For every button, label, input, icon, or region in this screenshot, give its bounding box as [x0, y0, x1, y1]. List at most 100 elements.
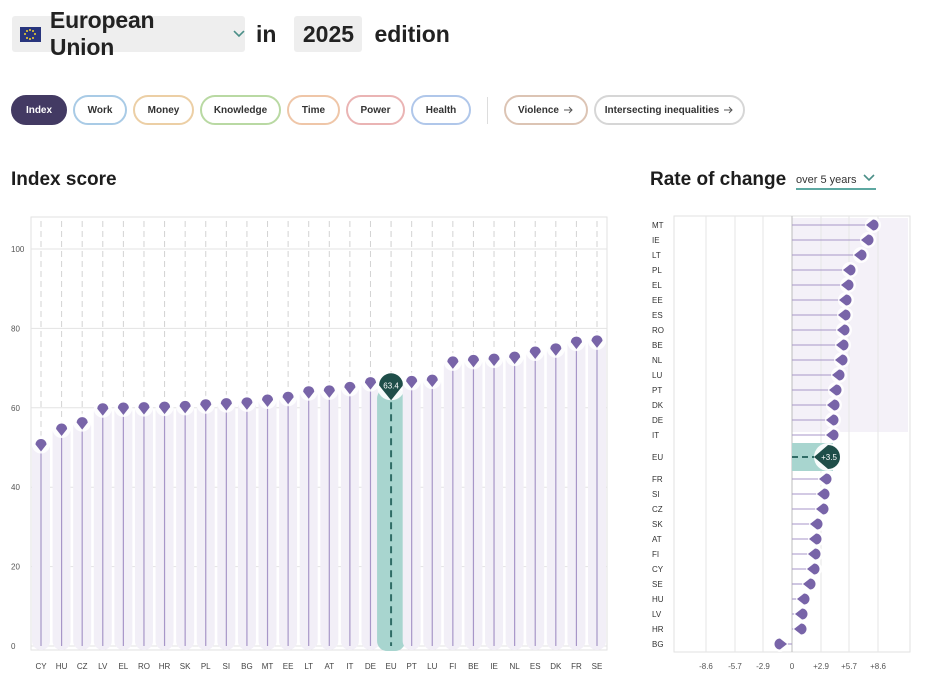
- y-tick-label: DK: [652, 401, 664, 410]
- tab-index[interactable]: Index: [11, 95, 67, 125]
- x-tick-label: DE: [365, 662, 376, 671]
- y-tick-label: DE: [652, 416, 663, 425]
- tab-violence[interactable]: Violence: [504, 95, 588, 125]
- data-point: [841, 279, 854, 291]
- data-point: [809, 533, 822, 545]
- x-tick-label: DK: [550, 662, 562, 671]
- x-tick-label: EL: [118, 662, 128, 671]
- tab-label: Violence: [518, 104, 559, 116]
- index-score-title: Index score: [11, 169, 117, 190]
- data-point: [829, 384, 842, 396]
- y-tick-label: 20: [11, 563, 20, 572]
- y-tick-label: EL: [652, 281, 662, 290]
- data-point: [76, 417, 88, 430]
- y-tick-label: 60: [11, 404, 20, 413]
- data-point: [866, 219, 879, 231]
- x-tick-label: CY: [35, 662, 47, 671]
- data-point: [591, 335, 603, 348]
- x-tick-label: AT: [324, 662, 334, 671]
- data-point: [138, 402, 150, 415]
- y-tick-label: 40: [11, 483, 20, 492]
- tab-health[interactable]: Health: [411, 95, 471, 125]
- data-point: [774, 638, 787, 650]
- tab-label: Work: [87, 104, 113, 116]
- data-point: [837, 324, 850, 336]
- x-tick-label: BE: [468, 662, 479, 671]
- y-tick-label: SE: [652, 580, 663, 589]
- y-tick-label: BG: [652, 640, 664, 649]
- data-point: [803, 578, 816, 590]
- country-select[interactable]: European Union: [12, 7, 245, 60]
- x-tick-label: FR: [571, 662, 582, 671]
- tab-label: Index: [25, 104, 53, 116]
- tab-label: Health: [425, 104, 457, 116]
- tab-knowledge[interactable]: Knowledge: [200, 95, 281, 125]
- y-tick-label: IE: [652, 236, 660, 245]
- y-tick-label: NL: [652, 356, 663, 365]
- y-tick-label: EE: [652, 296, 663, 305]
- data-point: [816, 503, 829, 515]
- y-tick-label: LV: [652, 610, 662, 619]
- y-tick-label: SI: [652, 490, 660, 499]
- y-tick-label: PL: [652, 266, 662, 275]
- period-value: over 5 years: [796, 173, 857, 186]
- tab-label: Knowledge: [213, 104, 268, 116]
- data-point: [826, 429, 839, 441]
- data-point: [488, 353, 500, 367]
- y-tick-label: AT: [652, 535, 662, 544]
- x-tick-label: IT: [346, 662, 353, 671]
- tab-money[interactable]: Money: [133, 95, 194, 125]
- data-point: [56, 423, 68, 437]
- data-point: [854, 249, 867, 261]
- data-point: [550, 343, 562, 356]
- y-tick-label: ES: [652, 311, 663, 320]
- data-point: [797, 593, 810, 605]
- eu-value-label: +3.5: [821, 453, 837, 462]
- title-bar: European Union in 2025 edition: [12, 7, 450, 60]
- in-label: in: [256, 20, 277, 47]
- x-tick-label: RO: [138, 662, 150, 671]
- y-tick-label: 80: [11, 324, 20, 333]
- data-point: [570, 336, 582, 350]
- x-tick-label: SE: [592, 662, 603, 671]
- y-tick-label: CY: [652, 565, 664, 574]
- x-tick-label: FI: [449, 662, 456, 671]
- y-tick-label: BE: [652, 341, 663, 350]
- data-point: [97, 403, 109, 416]
- y-tick-label: HU: [652, 595, 664, 604]
- data-point: [406, 375, 418, 389]
- tab-time[interactable]: Time: [287, 95, 340, 125]
- tab-intersecting-inequalities[interactable]: Intersecting inequalities: [594, 95, 745, 125]
- x-tick-label: NL: [510, 662, 521, 671]
- data-point: [241, 397, 253, 410]
- tab-label: Money: [147, 104, 180, 116]
- data-point: [839, 294, 852, 306]
- x-tick-label: SK: [180, 662, 191, 671]
- y-tick-label: FR: [652, 475, 663, 484]
- tab-power[interactable]: Power: [346, 95, 405, 125]
- y-tick-label: LT: [652, 251, 661, 260]
- y-tick-label: EU: [652, 453, 663, 462]
- x-tick-label: PL: [201, 662, 211, 671]
- x-tick-label: +2.9: [813, 662, 829, 671]
- chevron-down-icon: [863, 174, 875, 182]
- period-select[interactable]: over 5 years: [796, 171, 876, 190]
- data-point: [344, 381, 356, 395]
- x-tick-label: PT: [407, 662, 417, 671]
- x-tick-label: CZ: [77, 662, 88, 671]
- data-point: [835, 354, 848, 366]
- x-tick-label: HU: [56, 662, 68, 671]
- data-point: [220, 398, 232, 411]
- x-tick-label: -2.9: [756, 662, 770, 671]
- year-select[interactable]: 2025: [294, 16, 363, 52]
- tab-work[interactable]: Work: [73, 95, 127, 125]
- data-point: [836, 339, 849, 351]
- eu-marker: [379, 373, 404, 401]
- tab-label: Power: [360, 104, 391, 116]
- eu-marker: [814, 445, 840, 469]
- data-point: [817, 488, 830, 500]
- eu-highlight-bar: [377, 388, 406, 651]
- x-tick-label: +8.6: [870, 662, 886, 671]
